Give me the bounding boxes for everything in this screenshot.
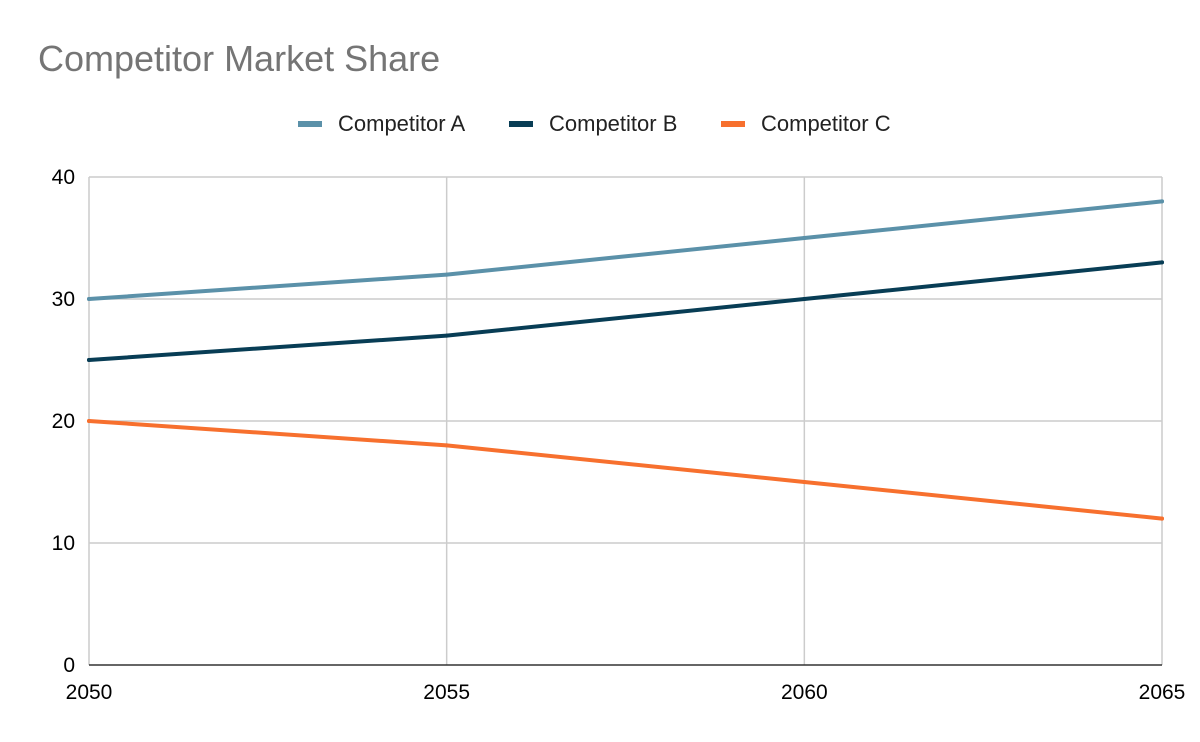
x-axis-ticks: 2050 2055 2060 2065 [66, 681, 1186, 704]
gridlines [88, 176, 1163, 665]
chart-legend: Competitor A Competitor B Competitor C [0, 108, 1200, 140]
data-point-competitor-b-2060 [802, 297, 807, 301]
y-tick-label-10: 10 [52, 532, 75, 555]
series-line-competitor-b [87, 260, 1164, 362]
data-point-competitor-c-2055 [444, 443, 449, 448]
y-axis-ticks: 0 10 20 30 40 [52, 166, 75, 677]
x-tick-label-2060: 2060 [781, 681, 828, 704]
x-tick-label-2050: 2050 [66, 681, 113, 704]
data-point-competitor-a-2065 [1160, 199, 1164, 204]
y-tick-label-20: 20 [52, 410, 75, 433]
series-lines [87, 199, 1164, 521]
data-point-competitor-b-2050 [87, 358, 91, 362]
legend-swatch-competitor-c [721, 121, 745, 127]
legend-item-competitor-c[interactable]: Competitor C [721, 108, 891, 140]
data-point-competitor-a-2055 [444, 272, 449, 277]
legend-swatch-competitor-b [509, 121, 533, 127]
data-point-competitor-a-2060 [802, 236, 807, 240]
legend-swatch-competitor-a [298, 121, 322, 127]
legend-label-competitor-b: Competitor B [549, 111, 678, 136]
legend-label-competitor-c: Competitor C [761, 111, 891, 136]
data-point-competitor-a-2050 [87, 297, 91, 301]
x-tick-label-2065: 2065 [1139, 681, 1186, 704]
legend-item-competitor-a[interactable]: Competitor A [298, 108, 465, 140]
y-tick-label-0: 0 [63, 654, 75, 677]
data-point-competitor-b-2065 [1160, 260, 1164, 265]
series-line-competitor-c [87, 419, 1164, 521]
chart-title: Competitor Market Share [38, 38, 441, 79]
legend-item-competitor-b[interactable]: Competitor B [509, 108, 677, 140]
y-tick-label-40: 40 [52, 166, 75, 189]
data-point-competitor-c-2050 [87, 419, 91, 423]
data-point-competitor-c-2065 [1160, 516, 1164, 521]
legend-label-competitor-a: Competitor A [338, 111, 466, 136]
data-point-competitor-c-2060 [802, 480, 807, 484]
y-tick-label-30: 30 [52, 288, 75, 311]
series-line-competitor-a [87, 199, 1164, 301]
data-point-competitor-b-2055 [444, 333, 449, 338]
x-tick-label-2055: 2055 [423, 681, 470, 704]
